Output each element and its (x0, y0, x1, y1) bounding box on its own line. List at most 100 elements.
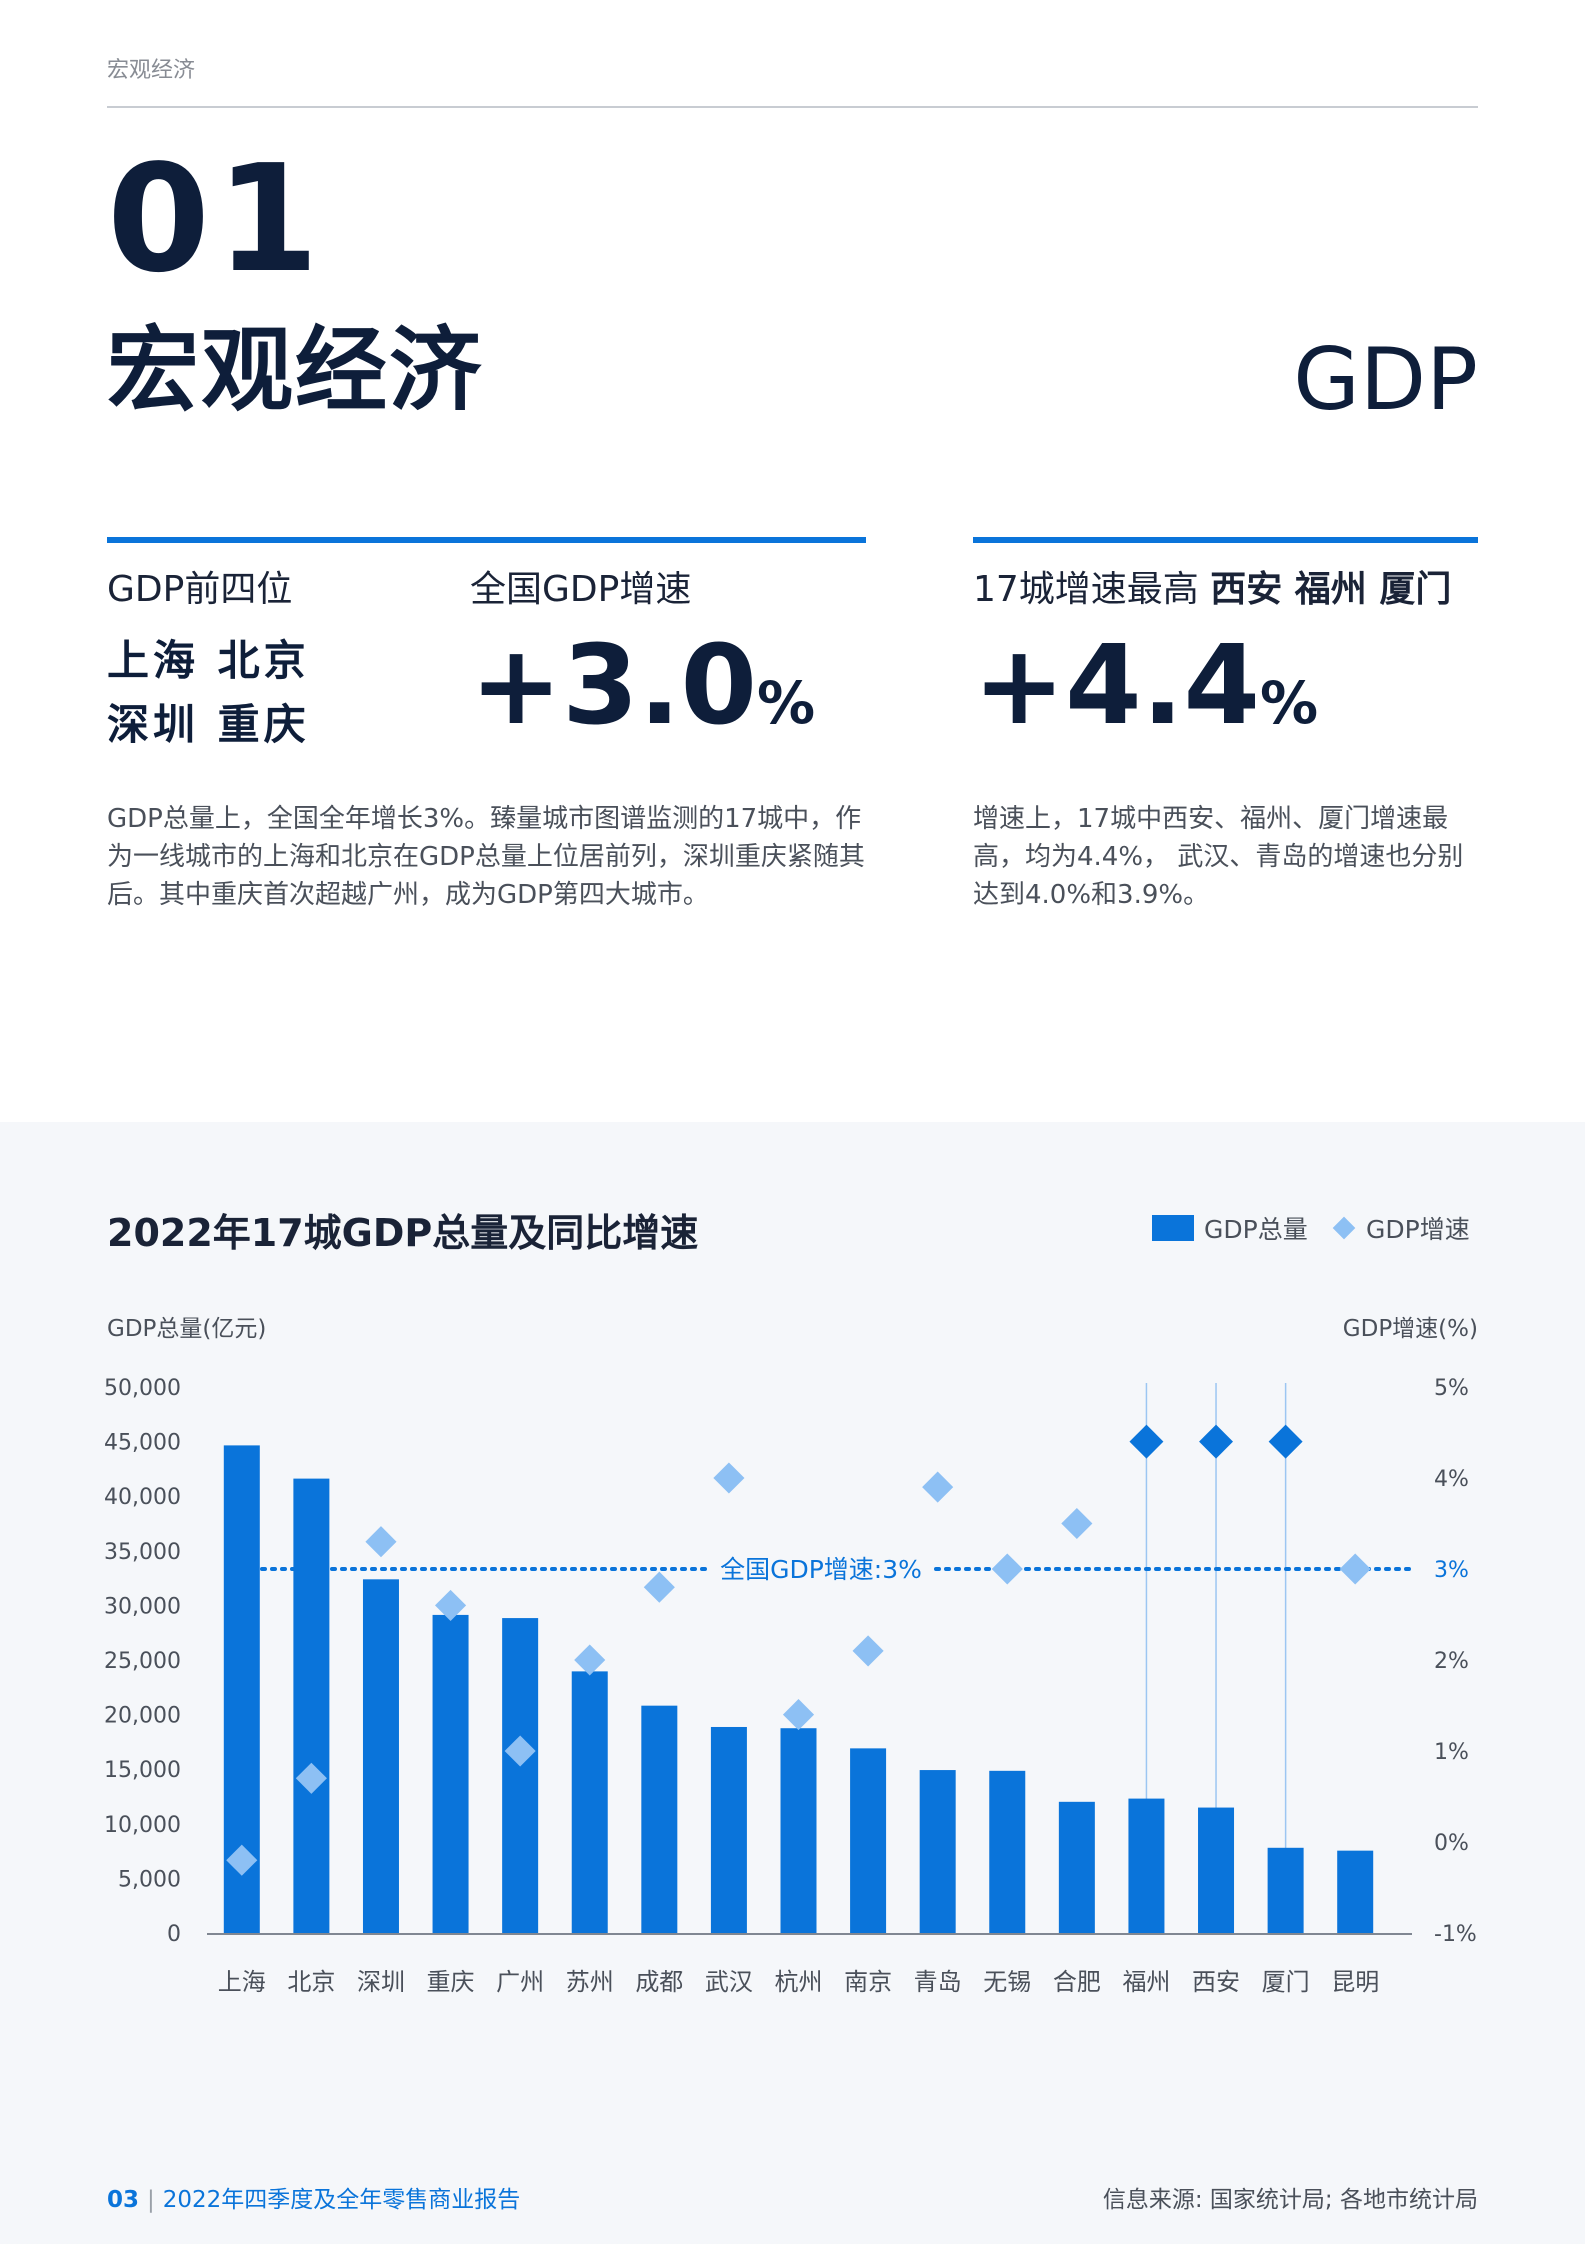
category-label: 北京 (287, 1968, 335, 1996)
top4-cities-line2: 深圳 重庆 (107, 700, 310, 749)
category-label: 福州 (1122, 1968, 1170, 1996)
growth-diamond (574, 1644, 606, 1676)
right-tick-label: 3% (1434, 1558, 1469, 1583)
category-label: 苏州 (566, 1968, 614, 1996)
right-tick-label: 2% (1434, 1649, 1469, 1674)
category-label: 上海 (218, 1968, 266, 1996)
category-label: 合肥 (1053, 1968, 1101, 1996)
gdp-bar (571, 1671, 608, 1933)
gdp-bar (432, 1614, 469, 1933)
gdp-bar (641, 1705, 678, 1933)
legend-diamond: GDP增速 (1332, 1210, 1470, 1246)
city-growth-label-prefix: 17城增速最高 (973, 569, 1199, 610)
right-tick-label: -1% (1434, 1922, 1477, 1947)
national-growth-number: +3.0 (470, 621, 758, 749)
legend-diamond-swatch (1332, 1216, 1356, 1240)
legend-bar-label: GDP总量 (1204, 1215, 1308, 1244)
section-topic: GDP (1293, 330, 1478, 430)
gdp-bar (989, 1770, 1026, 1933)
right-tick-label: 5% (1434, 1376, 1469, 1401)
legend-bar-swatch (1152, 1215, 1194, 1241)
left-tick-label: 45,000 (104, 1431, 181, 1456)
left-stats-rule (107, 537, 866, 543)
right-tick-label: 4% (1434, 1467, 1469, 1492)
left-tick-label: 20,000 (104, 1704, 181, 1729)
growth-diamond (643, 1571, 675, 1603)
growth-diamond (922, 1471, 954, 1503)
left-tick-label: 25,000 (104, 1649, 181, 1674)
gdp-bar (362, 1579, 399, 1933)
source-note: 信息来源: 国家统计局; 各地市统计局 (1102, 2187, 1478, 2213)
left-tick-label: 15,000 (104, 1758, 181, 1783)
national-growth-value: +3.0% (470, 630, 815, 740)
category-label: 武汉 (705, 1968, 753, 1996)
category-label: 杭州 (775, 1968, 823, 1996)
city-growth-number: +4.4 (973, 621, 1261, 749)
category-label: 重庆 (427, 1968, 475, 1996)
gdp-bar (1337, 1850, 1374, 1933)
growth-diamond (1339, 1553, 1371, 1585)
national-growth-label: 全国GDP增速 (470, 569, 692, 610)
gdp-bar (502, 1618, 539, 1933)
legend-bar: GDP总量 (1152, 1210, 1308, 1246)
left-tick-label: 10,000 (104, 1813, 181, 1838)
left-axis-title: GDP总量(亿元) (107, 1316, 267, 1342)
running-header: 宏观经济 (107, 58, 196, 83)
gdp-bar (293, 1478, 330, 1933)
category-label: 厦门 (1262, 1968, 1310, 1996)
top4-label: GDP前四位 (107, 569, 293, 610)
gdp-bar (1058, 1801, 1095, 1933)
growth-diamond (1129, 1424, 1164, 1459)
category-label: 无锡 (983, 1968, 1031, 1996)
growth-diamond (852, 1635, 884, 1667)
right-stats-rule (973, 537, 1478, 543)
growth-diamond (782, 1699, 815, 1731)
chart-title: 2022年17城GDP总量及同比增速 (107, 1211, 699, 1255)
reference-line-label: 全国GDP增速:3% (720, 1555, 922, 1584)
category-label: 青岛 (914, 1968, 962, 1996)
city-growth-unit: % (1260, 669, 1319, 737)
category-label: 广州 (496, 1968, 544, 1996)
national-growth-unit: % (757, 669, 816, 737)
gdp-bar (1198, 1807, 1235, 1933)
gdp-bar (710, 1726, 747, 1933)
chart-panel (0, 1122, 1585, 2244)
section-number: 01 (107, 133, 325, 305)
gdp-bar (1267, 1847, 1304, 1933)
growth-diamond (1199, 1424, 1233, 1459)
category-label: 深圳 (357, 1968, 405, 1996)
gdp-bar (850, 1748, 887, 1933)
city-growth-label: 17城增速最高 西安 福州 厦门 (973, 572, 1451, 608)
left-tick-label: 0 (167, 1922, 181, 1947)
report-title: 2022年四季度及全年零售商业报告 (162, 2187, 521, 2213)
category-label: 成都 (635, 1968, 683, 1996)
header-divider (107, 106, 1478, 108)
category-label: 昆明 (1331, 1968, 1379, 1996)
category-label: 西安 (1192, 1968, 1240, 1996)
growth-diamond (226, 1844, 258, 1876)
growth-diamond (1268, 1424, 1303, 1459)
category-label: 南京 (844, 1968, 892, 1996)
growth-diamond (1061, 1507, 1093, 1540)
left-tick-label: 5,000 (118, 1867, 181, 1892)
right-tick-label: 0% (1434, 1831, 1469, 1856)
right-paragraph: 增速上，17城中西安、福州、厦门增速最高，均为4.4%， 武汉、青岛的增速也分别… (973, 804, 1464, 910)
page-number: 03 (107, 2187, 140, 2213)
growth-diamond (365, 1526, 397, 1558)
gdp-bar (919, 1770, 956, 1933)
left-paragraph: GDP总量上，全国全年增长3%。臻量城市图谱监测的17城中，作为一线城市的上海和… (107, 804, 865, 910)
legend-diamond-label: GDP增速 (1366, 1215, 1470, 1244)
left-tick-label: 40,000 (104, 1485, 181, 1510)
gdp-bar (780, 1728, 817, 1933)
growth-diamond (991, 1553, 1023, 1585)
gdp-chart: 50,000 45,000 40,000 35,000 30,000 25,000 20,0… (104, 1376, 1477, 1996)
left-tick-label: 50,000 (104, 1376, 181, 1401)
right-tick-label: 1% (1434, 1740, 1469, 1765)
growth-diamond (713, 1462, 745, 1494)
left-tick-label: 30,000 (104, 1594, 181, 1619)
section-title: 宏观经济 (107, 317, 484, 424)
top4-cities-line1: 上海 北京 (107, 636, 310, 685)
city-growth-value: +4.4% (973, 630, 1318, 740)
growth-diamond (295, 1762, 327, 1794)
city-growth-label-cities: 西安 福州 厦门 (1210, 569, 1452, 610)
